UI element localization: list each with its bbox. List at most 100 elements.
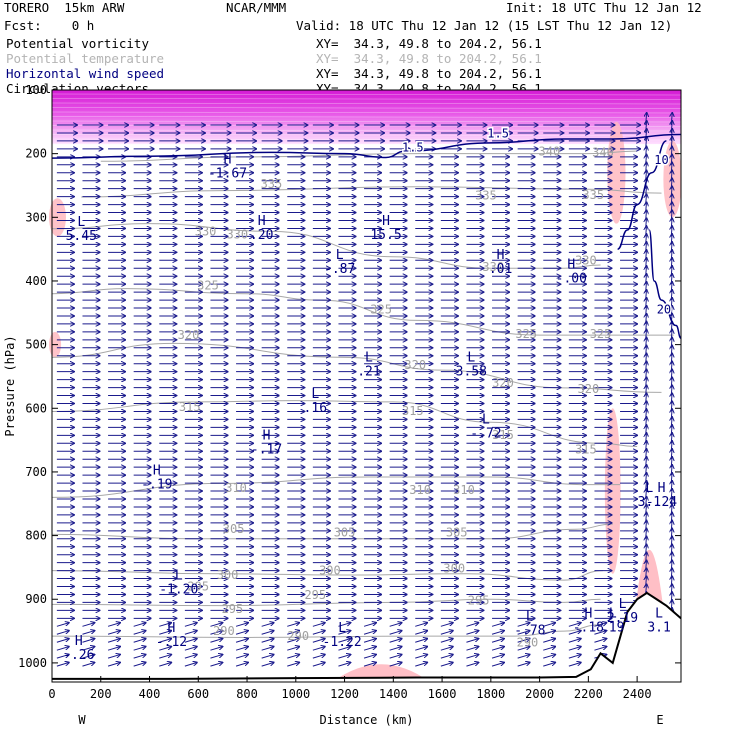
pv-extremum-low-marker: L bbox=[365, 351, 373, 366]
circulation-vector bbox=[261, 647, 274, 651]
pv-extremum-low-marker: L bbox=[77, 215, 85, 230]
pv-extremum-value: .19 bbox=[601, 621, 624, 636]
theta-label: 330 bbox=[482, 260, 504, 274]
terrain-fill bbox=[52, 592, 681, 682]
circulation-vector bbox=[440, 647, 453, 651]
circulation-vector bbox=[133, 647, 146, 651]
circulation-vector bbox=[312, 631, 325, 635]
pv-extremum-low-marker: L bbox=[338, 621, 346, 636]
circulation-vector bbox=[210, 663, 222, 667]
theta-label: 335 bbox=[475, 189, 497, 203]
circulation-vector bbox=[338, 647, 350, 651]
theta-label: 340 bbox=[539, 145, 561, 159]
pv-extremum-value: -.17 bbox=[251, 442, 282, 457]
pv-extremum-low-marker: L bbox=[526, 610, 534, 625]
pv-extremum-value: .01 bbox=[489, 262, 512, 277]
theta-label: 295 bbox=[222, 602, 244, 616]
theta-label: 310 bbox=[409, 483, 431, 497]
legend-pv-name: Potential vorticity bbox=[6, 36, 149, 51]
pv-extremum-value: .21 bbox=[357, 365, 380, 380]
circulation-vector bbox=[415, 663, 427, 667]
circulation-vector bbox=[338, 655, 350, 659]
circulation-vector bbox=[415, 655, 427, 659]
circulation-vector bbox=[312, 655, 325, 659]
theta-label: 320 bbox=[404, 358, 426, 372]
circulation-vector bbox=[107, 663, 120, 667]
circulation-vector bbox=[517, 647, 530, 651]
circulation-vector bbox=[184, 647, 197, 651]
theta-label: 300 bbox=[443, 562, 465, 576]
theta-label: 295 bbox=[304, 588, 326, 602]
circulation-vector bbox=[56, 631, 69, 635]
x-tick-label: 1200 bbox=[330, 687, 359, 701]
circulation-vector bbox=[363, 623, 376, 627]
circulation-vector bbox=[261, 631, 274, 635]
theta-label: 330 bbox=[575, 254, 597, 268]
pv-extremum-high-marker: H bbox=[382, 214, 390, 229]
circulation-vector bbox=[312, 663, 325, 667]
theta-label: 340 bbox=[592, 145, 614, 159]
pv-band-contour bbox=[51, 102, 682, 105]
circulation-vector bbox=[491, 647, 504, 651]
circulation-vector bbox=[543, 647, 555, 651]
circulation-vector bbox=[568, 623, 581, 627]
circulation-vector bbox=[415, 639, 427, 643]
pv-band-contour bbox=[51, 98, 682, 100]
pv-extremum-value: -1.67 bbox=[208, 167, 247, 182]
circulation-vector bbox=[287, 631, 299, 635]
wind-label-halo: 10 bbox=[654, 153, 668, 167]
circulation-vector bbox=[389, 639, 402, 643]
theta-isentrope-340 bbox=[100, 150, 638, 162]
theta-label: 335 bbox=[261, 177, 283, 191]
model-label: TORERO 15km ARW bbox=[4, 0, 125, 15]
pv-extremum-value: -1.20 bbox=[159, 582, 198, 597]
circulation-vector bbox=[235, 623, 248, 627]
circulation-vector bbox=[517, 631, 530, 635]
pv-band-contour bbox=[51, 111, 682, 114]
legend-wind-name: Horizontal wind speed bbox=[6, 66, 165, 81]
circulation-vector bbox=[491, 623, 504, 627]
circulation-vector bbox=[594, 639, 606, 643]
circulation-vector bbox=[261, 663, 274, 667]
y-tick-label: 200 bbox=[25, 147, 47, 161]
circulation-vector bbox=[389, 631, 402, 635]
circulation-vector bbox=[56, 663, 69, 667]
circulation-vector bbox=[159, 663, 171, 667]
theta-label: 290 bbox=[213, 624, 235, 638]
circulation-vector bbox=[184, 639, 197, 643]
pv-extremum-high-marker: H bbox=[263, 428, 271, 443]
theta-label: 305 bbox=[446, 525, 468, 539]
circulation-vector bbox=[594, 623, 606, 627]
circulation-vector bbox=[440, 623, 453, 627]
circulation-vector bbox=[210, 655, 222, 659]
forecast-hour: Fcst: 0 h bbox=[4, 18, 95, 33]
circulation-vector bbox=[56, 623, 69, 627]
circulation-vector bbox=[210, 639, 222, 643]
circulation-vector bbox=[517, 655, 530, 659]
wind-label-halo: 1.5 bbox=[402, 140, 424, 154]
theta-label: 290 bbox=[517, 636, 539, 650]
pv-extremum-high-marker: H bbox=[224, 153, 232, 168]
x-tick-label: 2200 bbox=[574, 687, 603, 701]
y-tick-label: 700 bbox=[25, 465, 47, 479]
pv-extremum-low-marker: L bbox=[467, 351, 475, 366]
circulation-vector bbox=[491, 663, 504, 667]
pv-extremum-low-marker: L bbox=[609, 607, 617, 622]
circulation-vector bbox=[440, 639, 453, 643]
pv-band-contour bbox=[51, 116, 682, 118]
legend-wind-xy: XY= 34.3, 49.8 to 204.2, 56.1 bbox=[316, 66, 542, 81]
circulation-vector bbox=[568, 663, 581, 667]
circulation-vector bbox=[363, 663, 376, 667]
circulation-vector bbox=[338, 663, 350, 667]
theta-label: 330 bbox=[226, 227, 248, 241]
circulation-vector bbox=[440, 655, 453, 659]
circulation-vector bbox=[543, 631, 555, 635]
x-tick-label: 400 bbox=[139, 687, 161, 701]
pv-extremum-value: -.19 bbox=[141, 477, 172, 492]
circulation-vector bbox=[312, 623, 325, 627]
x-tick-label: 2000 bbox=[525, 687, 554, 701]
circulation-vector bbox=[363, 655, 376, 659]
pv-band-contour bbox=[51, 134, 682, 136]
theta-label: 325 bbox=[370, 303, 392, 317]
